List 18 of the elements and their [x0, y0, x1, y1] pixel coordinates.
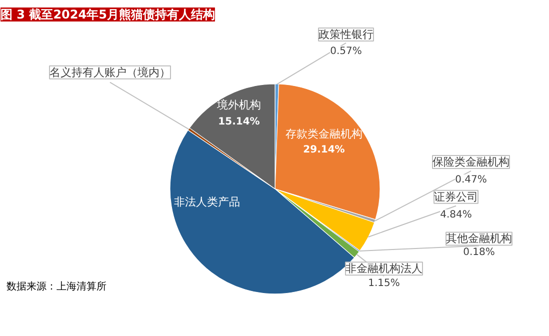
data-label: 29.14% [303, 144, 345, 156]
slice-label: 政策性银行 [318, 28, 374, 41]
slice-label: 非法人类产品 [174, 195, 240, 208]
slice-label: 保险类金融机构 [432, 156, 510, 169]
data-label: 0.18% [463, 247, 495, 258]
slice-label: 存款类金融机构 [286, 128, 362, 141]
slice-label: 非金融机构法人 [346, 262, 422, 276]
data-label: 15.14% [218, 116, 260, 128]
source-note: 数据来源：上海清算所 [6, 280, 106, 292]
data-label: 1.15% [368, 278, 400, 290]
data-label: 4.84% [440, 209, 472, 220]
slice-label: 名义持有人账户（境内） [50, 66, 170, 79]
slice-label: 证券公司 [434, 190, 478, 204]
data-label: 0.47% [455, 174, 487, 186]
chart-title: 图 3 截至2024年5月熊猫债持有人结构 [0, 8, 215, 22]
slice-label: 其他金融机构 [446, 232, 512, 246]
slice-label: 境外机构 [216, 98, 261, 112]
data-label: 0.57% [330, 46, 362, 57]
